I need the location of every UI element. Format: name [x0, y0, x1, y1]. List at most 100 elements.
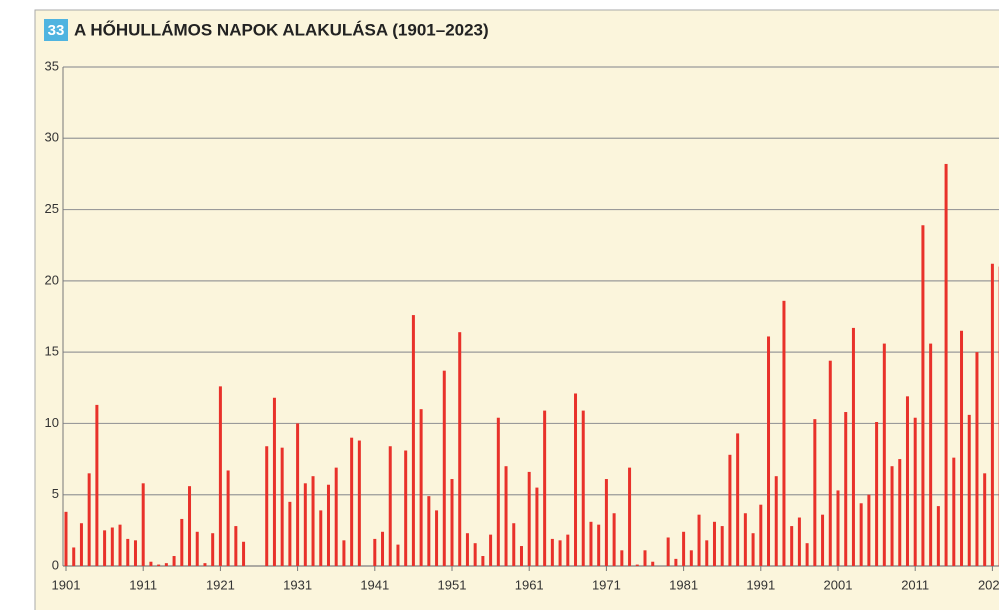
bar: [195, 531, 199, 566]
bar: [813, 419, 817, 566]
bar: [242, 541, 246, 566]
x-tick-label: 2021: [978, 577, 999, 592]
bar: [712, 521, 716, 566]
bar: [952, 457, 956, 566]
y-tick-label: 10: [45, 415, 59, 430]
bar: [87, 473, 91, 566]
bar: [581, 410, 585, 566]
bar: [334, 467, 338, 566]
bar: [604, 479, 608, 566]
bar: [851, 327, 855, 566]
bar: [404, 450, 408, 566]
bar: [296, 423, 300, 566]
bar: [983, 473, 987, 566]
x-tick-label: 2011: [901, 577, 929, 592]
bar: [64, 511, 68, 566]
x-tick-label: 1961: [515, 577, 544, 592]
figure-number: 33: [48, 22, 65, 39]
bar: [543, 410, 547, 566]
x-tick-label: 1901: [52, 577, 81, 592]
bar: [767, 336, 771, 566]
x-tick-label: 1911: [129, 577, 157, 592]
bar: [736, 433, 740, 566]
bar: [519, 546, 523, 566]
y-tick-label: 35: [45, 58, 59, 73]
bar: [126, 538, 130, 566]
bar: [805, 543, 809, 566]
bar: [419, 409, 423, 566]
bar: [319, 510, 323, 566]
bar: [489, 534, 493, 566]
bar: [350, 437, 354, 566]
bar: [118, 524, 122, 566]
bar: [79, 523, 83, 566]
x-tick-label: 1941: [360, 577, 389, 592]
bar: [265, 446, 269, 566]
bar: [589, 521, 593, 566]
bar: [535, 487, 539, 566]
bar: [774, 476, 778, 566]
bar: [288, 501, 292, 566]
x-tick-label: 1931: [283, 577, 312, 592]
x-tick-label: 1951: [438, 577, 467, 592]
bar: [558, 540, 562, 566]
bar: [628, 467, 632, 566]
bar: [921, 225, 925, 567]
bar: [303, 483, 307, 566]
bar: [435, 510, 439, 566]
bar: [905, 396, 909, 566]
bar: [103, 530, 107, 566]
bar: [759, 504, 763, 566]
figure-badge: [44, 19, 68, 41]
bar: [373, 538, 377, 566]
bar: [743, 513, 747, 566]
bar: [218, 386, 222, 566]
bar: [898, 459, 902, 566]
chart-title: A HŐHULLÁMOS NAPOK ALAKULÁSA (1901–2023): [74, 20, 489, 39]
bar: [666, 537, 670, 566]
bar: [890, 466, 894, 566]
bar: [990, 263, 994, 566]
bar: [133, 540, 137, 566]
bar: [357, 440, 361, 566]
x-tick-label: 1991: [746, 577, 775, 592]
bar: [381, 531, 385, 566]
y-tick-label: 30: [45, 130, 59, 145]
bar: [751, 533, 755, 566]
bar: [929, 343, 933, 566]
bar: [689, 550, 693, 566]
bar: [960, 330, 964, 566]
x-tick-label: 2001: [824, 577, 853, 592]
bar: [427, 496, 431, 566]
bar: [651, 561, 655, 566]
bar: [705, 540, 709, 566]
bar: [458, 332, 462, 566]
x-tick-label: 1971: [592, 577, 621, 592]
y-tick-label: 15: [45, 344, 59, 359]
bar: [612, 513, 616, 566]
bar: [797, 517, 801, 566]
bar: [234, 526, 238, 566]
bar: [203, 563, 207, 566]
bar: [411, 315, 415, 566]
bar: [967, 414, 971, 566]
bar: [836, 490, 840, 566]
bar: [512, 523, 516, 566]
bar: [450, 479, 454, 566]
bar: [682, 531, 686, 566]
bar: [782, 300, 786, 566]
bar: [188, 486, 192, 566]
bar: [504, 466, 508, 566]
bar: [913, 417, 917, 566]
bar: [875, 422, 879, 566]
y-tick-label: 0: [52, 557, 59, 572]
bar: [226, 470, 230, 566]
bar: [473, 543, 477, 566]
bar: [465, 533, 469, 566]
y-tick-label: 25: [45, 201, 59, 216]
bar: [141, 483, 145, 566]
bar: [164, 563, 168, 566]
bar: [110, 527, 114, 566]
bar: [72, 547, 76, 566]
